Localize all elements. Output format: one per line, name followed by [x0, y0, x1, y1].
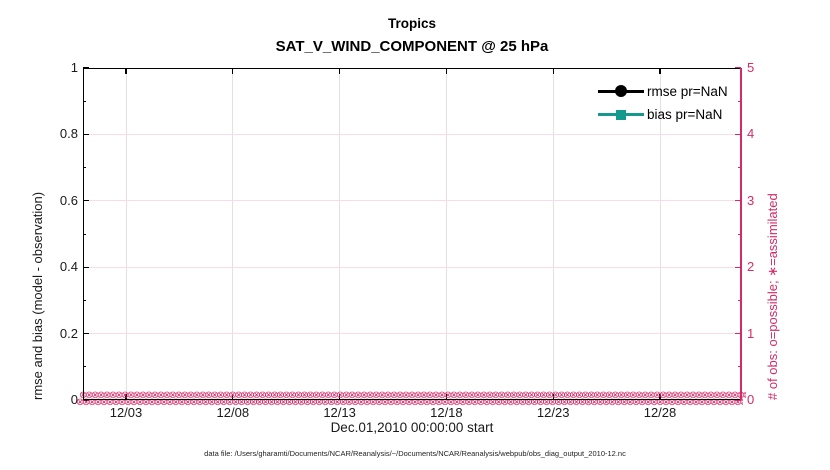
obs-markers-row: ⊗⊗⊗⊗⊗⊗⊗⊗⊗⊗⊗⊗⊗⊗⊗⊗⊗⊗⊗⊗⊗⊗⊗⊗⊗⊗⊗⊗⊗⊗⊗⊗⊗⊗⊗⊗⊗⊗⊗⊗… — [76, 398, 743, 408]
right-minor-tick — [738, 299, 741, 301]
x-tick-top — [552, 68, 554, 74]
y-gridline — [83, 200, 741, 202]
right-tick-label: 1 — [747, 325, 755, 341]
y-gridline — [83, 133, 741, 135]
left-tick-label: 1 — [70, 60, 78, 75]
left-minor-tick — [83, 233, 86, 235]
right-tick-label: 4 — [747, 126, 755, 142]
right-minor-tick — [738, 100, 741, 102]
right-axis-label: # of obs: o=possible; ∗=assimilated — [765, 193, 780, 400]
legend-label-bias: bias pr=NaN — [647, 106, 723, 122]
x-tick-top — [445, 68, 447, 74]
right-tick-label: 5 — [747, 60, 755, 75]
right-tick-label: 0 — [747, 392, 755, 407]
legend-label-rmse: rmse pr=NaN — [647, 83, 728, 99]
x-tick-bottom — [445, 394, 447, 400]
x-tick-label: 12/08 — [216, 405, 250, 420]
x-gridline — [659, 68, 661, 400]
x-tick-label: 12/03 — [109, 405, 143, 420]
plot-subtitle: SAT_V_WIND_COMPONENT @ 25 hPa — [275, 38, 549, 55]
x-gridline — [232, 68, 234, 400]
left-minor-tick — [83, 100, 86, 102]
x-gridline — [552, 68, 554, 400]
x-tick-label: 12/13 — [323, 405, 356, 420]
left-tick-label: 0.4 — [59, 259, 78, 275]
x-tick-top — [232, 68, 234, 74]
right-minor-tick — [738, 233, 741, 235]
obs-markers-row: ⊗⊗⊗⊗⊗⊗⊗⊗⊗⊗⊗⊗⊗⊗⊗⊗⊗⊗⊗⊗⊗⊗⊗⊗⊗⊗⊗⊗⊗⊗⊗⊗⊗⊗⊗⊗⊗⊗⊗⊗… — [79, 391, 746, 401]
right-tick — [735, 67, 741, 69]
x-tick-bottom — [552, 394, 554, 400]
x-tick-bottom — [339, 394, 341, 400]
right-minor-tick — [738, 167, 741, 169]
x-tick-top — [125, 68, 127, 74]
left-tick-label: 0.2 — [59, 325, 78, 341]
x-axis-label: Dec.01,2010 00:00:00 start — [330, 420, 494, 435]
left-tick — [83, 266, 89, 268]
y-gridline — [83, 333, 741, 335]
left-minor-tick — [83, 366, 86, 368]
x-gridline — [125, 68, 127, 400]
x-tick-bottom — [659, 394, 661, 400]
x-tick-top — [339, 68, 341, 74]
left-minor-tick — [83, 299, 86, 301]
x-gridline — [445, 68, 447, 400]
left-tick — [83, 200, 89, 202]
x-tick-label: 12/28 — [643, 405, 677, 420]
right-tick-label: 3 — [747, 192, 755, 208]
left-tick-label: 0.8 — [59, 126, 78, 142]
plot-title: Tropics — [387, 16, 436, 31]
x-tick-bottom — [232, 394, 234, 400]
right-tick — [735, 133, 741, 135]
right-tick — [735, 200, 741, 202]
axis-right — [740, 68, 742, 400]
x-tick-bottom — [125, 394, 127, 400]
axis-top — [83, 68, 741, 70]
right-tick — [735, 333, 741, 335]
x-tick-label: 12/18 — [430, 405, 463, 420]
legend-item-rmse: rmse pr=NaN — [598, 83, 728, 99]
legend-item-bias: bias pr=NaN — [598, 106, 723, 122]
datafile-footer: data file: /Users/gharamti/Documents/NCA… — [204, 449, 626, 458]
left-tick — [83, 333, 89, 335]
axis-left — [83, 68, 85, 400]
x-tick-label: 12/23 — [536, 405, 570, 420]
left-tick — [83, 133, 89, 135]
x-tick-top — [659, 68, 661, 74]
bias-marker-icon — [598, 107, 644, 121]
axis-bottom — [83, 399, 741, 401]
y-gridline — [83, 266, 741, 268]
left-minor-tick — [83, 167, 86, 169]
left-tick — [83, 67, 89, 69]
left-tick-label: 0 — [70, 392, 78, 407]
right-tick-label: 2 — [747, 259, 755, 275]
left-axis-label: rmse and bias (model - observation) — [30, 191, 45, 400]
rmse-marker-icon — [598, 84, 644, 98]
left-tick-label: 0.6 — [59, 192, 78, 208]
right-tick — [735, 266, 741, 268]
right-minor-tick — [738, 366, 741, 368]
x-gridline — [339, 68, 341, 400]
